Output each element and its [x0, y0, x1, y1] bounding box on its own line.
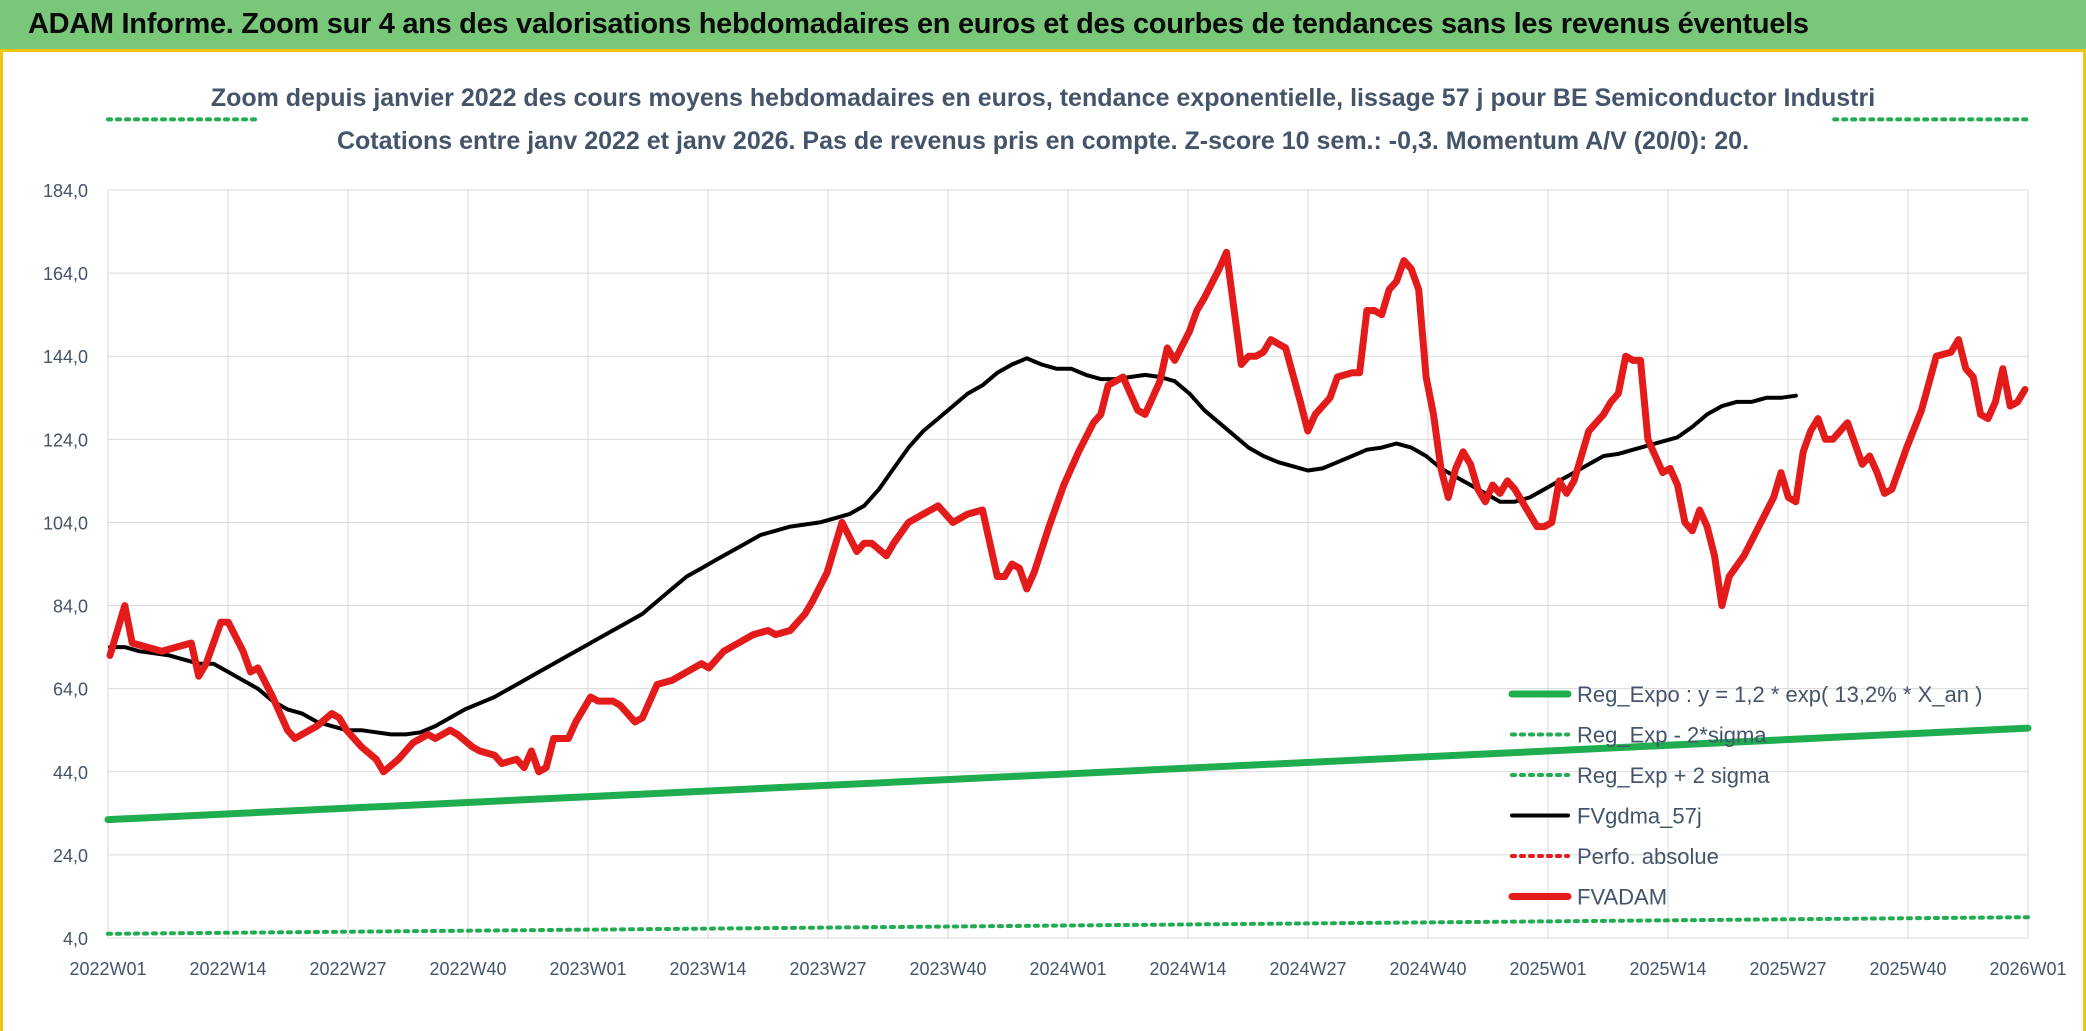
header-bar: ADAM Informe. Zoom sur 4 ans des valoris… [0, 0, 2086, 52]
y-tick-label: 144,0 [43, 347, 88, 367]
series-fvgdma-57j-line [108, 356, 1798, 737]
x-tick-label: 2023W27 [789, 959, 866, 979]
x-tick-label: 2024W14 [1149, 959, 1226, 979]
series-fvadam-line [106, 248, 2029, 776]
legend-label-reg-exp-2-sigma: Reg_Exp + 2 sigma [1577, 763, 1770, 788]
series-reg-expo-y-1-2-exp-13-2-x-an-line [104, 724, 2032, 824]
y-tick-label: 184,0 [43, 181, 88, 201]
x-tick-label: 2024W40 [1389, 959, 1466, 979]
page-title: ADAM Informe. Zoom sur 4 ans des valoris… [28, 8, 1809, 40]
x-tick-label: 2022W01 [69, 959, 146, 979]
legend-label-perfo-absolue: Perfo. absolue [1577, 844, 1719, 869]
x-tick-label: 2026W01 [1989, 959, 2066, 979]
y-tick-label: 84,0 [53, 597, 88, 617]
y-tick-label: 24,0 [53, 846, 88, 866]
legend-label-reg-expo-y-1-2-exp-13-2-x-an: Reg_Expo : y = 1,2 * exp( 13,2% * X_an ) [1577, 682, 1982, 707]
y-tick-label: 64,0 [53, 680, 88, 700]
x-tick-label: 2025W27 [1749, 959, 1826, 979]
x-tick-label: 2023W01 [549, 959, 626, 979]
y-tick-label: 4,0 [63, 929, 88, 949]
legend-label-reg-exp-2-sigma: Reg_Exp - 2*sigma [1577, 723, 1767, 748]
series-reg-exp-2-sigma-line [106, 915, 2030, 936]
y-tick-label: 44,0 [53, 763, 88, 783]
y-tick-label: 104,0 [43, 513, 88, 533]
x-tick-label: 2022W40 [429, 959, 506, 979]
legend-label-fvadam: FVADAM [1577, 885, 1667, 910]
x-tick-label: 2022W14 [189, 959, 266, 979]
chart-frame [0, 52, 2086, 1031]
x-tick-label: 2024W27 [1269, 959, 1346, 979]
x-tick-label: 2025W14 [1629, 959, 1706, 979]
x-tick-label: 2025W40 [1869, 959, 1946, 979]
x-tick-label: 2022W27 [309, 959, 386, 979]
x-tick-label: 2023W40 [909, 959, 986, 979]
chart-title: Zoom depuis janvier 2022 des cours moyen… [210, 84, 1876, 112]
legend-label-fvgdma-57j: FVgdma_57j [1577, 804, 1702, 829]
x-tick-label: 2025W01 [1509, 959, 1586, 979]
y-tick-label: 124,0 [43, 430, 88, 450]
chart-subtitle: Cotations entre janv 2022 et janv 2026. … [336, 127, 1750, 155]
y-tick-label: 164,0 [43, 264, 88, 284]
x-tick-label: 2024W01 [1029, 959, 1106, 979]
x-tick-label: 2023W14 [669, 959, 746, 979]
